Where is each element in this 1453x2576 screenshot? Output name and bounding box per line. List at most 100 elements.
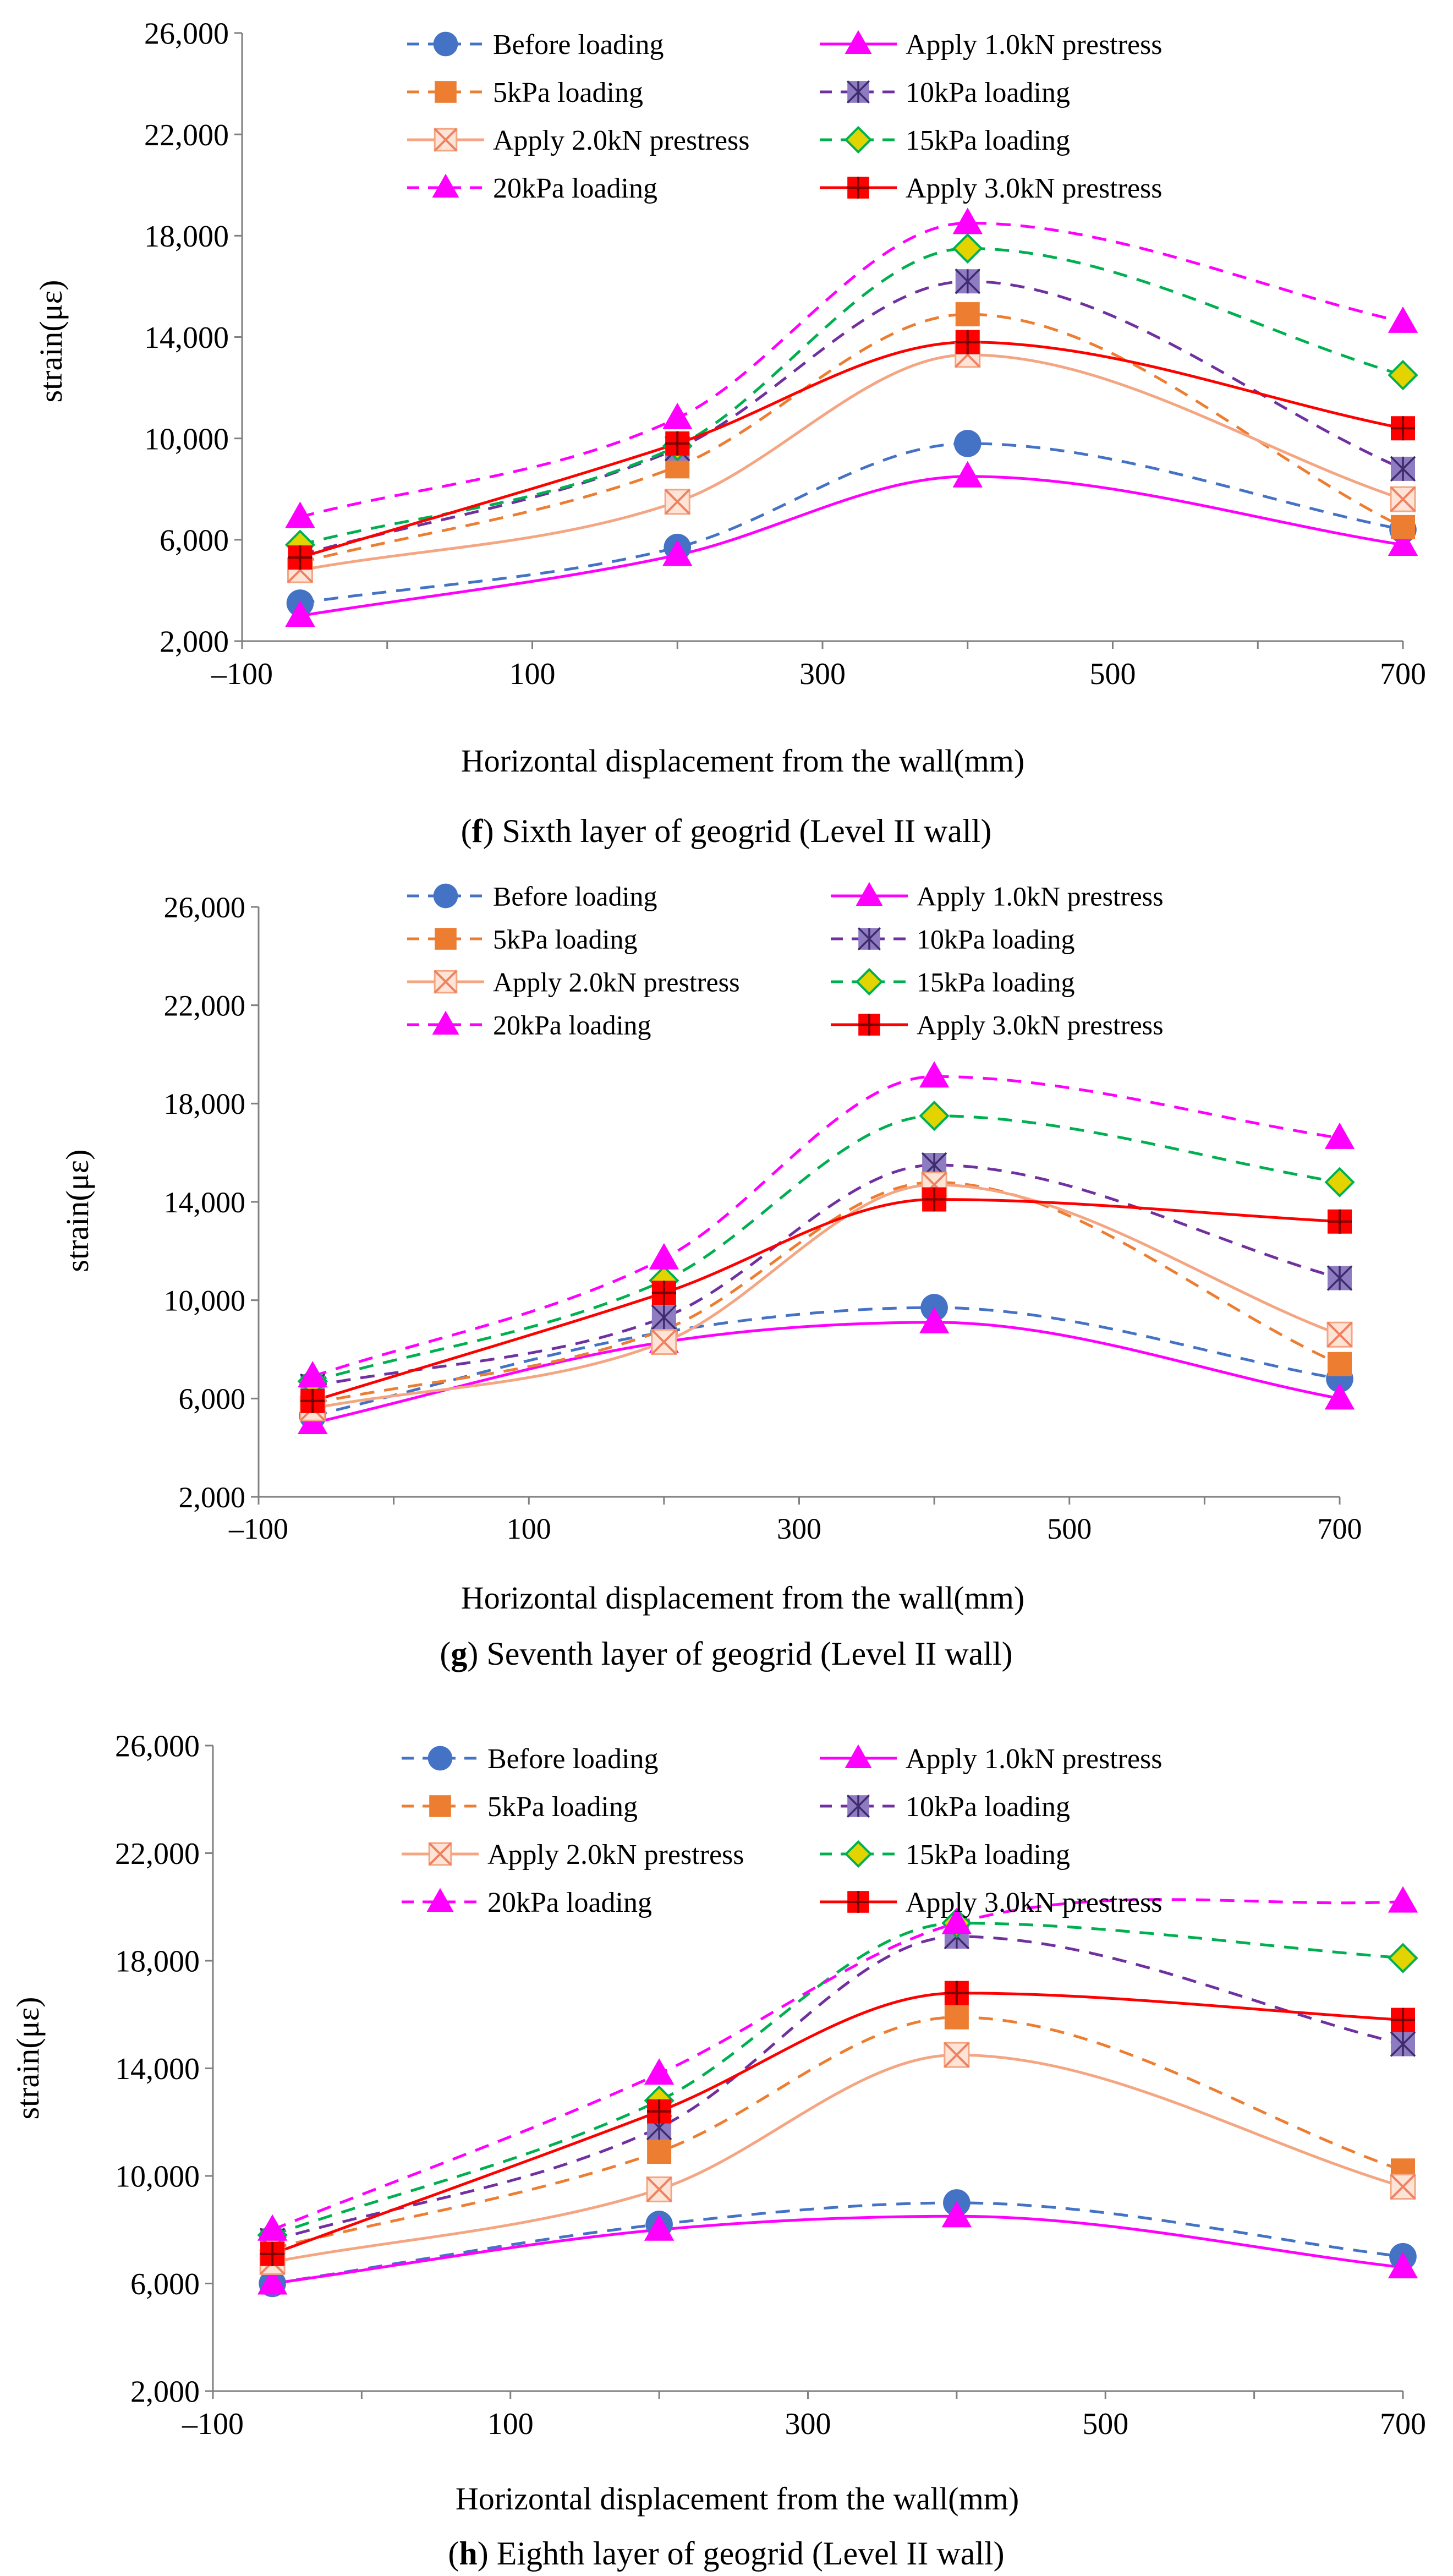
series-line-before — [312, 1306, 1340, 1418]
y-tick-label: 2,000 — [130, 2375, 200, 2409]
data-point-k15 — [1388, 1943, 1418, 1973]
caption-letter: g — [451, 1636, 467, 1672]
y-tick-label: 6,000 — [130, 2267, 200, 2301]
y-tick-label: 18,000 — [115, 1945, 200, 1979]
data-point-p3 — [944, 1981, 969, 2005]
series-line-p1 — [312, 1321, 1340, 1425]
data-point-p2 — [646, 2176, 672, 2202]
data-point-p1 — [285, 600, 315, 627]
data-point-k15 — [952, 233, 983, 264]
x-tick-label: 100 — [507, 1512, 551, 1545]
y-tick-label: 18,000 — [164, 1087, 246, 1120]
legend-marker — [847, 1891, 869, 1913]
x-tick-label: 100 — [509, 657, 556, 691]
legend-marker — [845, 30, 872, 54]
y-tick-label: 18,000 — [144, 220, 229, 254]
data-point-k20 — [1388, 306, 1418, 333]
data-point-k10 — [1390, 2031, 1416, 2057]
y-tick-label: 10,000 — [164, 1284, 246, 1317]
data-point-k10 — [1390, 456, 1416, 482]
caption-text: Sixth layer of geogrid (Level II wall) — [494, 813, 992, 849]
y-tick-label: 6,000 — [179, 1382, 246, 1415]
chart-panel-h: 2,000 6,000 10,000 14,000 18,000 22,000 26,000… — [10, 1730, 1426, 2572]
legend-label: 15kPa loading — [917, 967, 1074, 998]
data-point-k5 — [1328, 1352, 1352, 1376]
plot-area: 2,000 6,000 10,000 14,000 18,000 22,000 26,000… — [164, 881, 1362, 1546]
data-point-p1 — [257, 2268, 288, 2295]
data-point-p3 — [647, 2099, 672, 2124]
legend-label: 5kPa loading — [487, 1791, 638, 1823]
data-point-p1 — [952, 461, 983, 488]
series-line-k20 — [299, 221, 1403, 518]
data-point-p3 — [922, 1187, 947, 1212]
data-point-k15 — [1388, 359, 1418, 391]
data-point-before — [953, 430, 982, 457]
data-point-k20 — [662, 402, 693, 429]
x-tick-label: 300 — [799, 657, 846, 691]
legend-marker — [429, 1795, 451, 1817]
data-point-k20 — [285, 501, 315, 528]
series-line-k5 — [272, 2016, 1403, 2250]
legend-marker — [844, 125, 873, 154]
legend-label: 15kPa loading — [906, 1839, 1070, 1871]
legend-label: Before loading — [493, 29, 664, 61]
y-tick-label: 14,000 — [164, 1186, 246, 1219]
legend-item-p1: Apply 1.0kN prestress — [820, 29, 1163, 61]
legend-label: 20kPa loading — [493, 173, 657, 204]
data-point-k10 — [651, 1304, 677, 1331]
legend-label: 10kPa loading — [917, 924, 1074, 955]
data-point-p2 — [1390, 2174, 1416, 2200]
legend-item-k20: 20kPa loading — [402, 1887, 652, 1918]
series-line-k10 — [299, 280, 1403, 556]
legend-label: Apply 3.0kN prestress — [906, 1887, 1163, 1918]
series-line-k15 — [312, 1114, 1340, 1383]
y-axis-label: strain(με) — [10, 1997, 46, 2120]
caption-letter: h — [459, 2535, 477, 2572]
legend-item-p2: Apply 2.0kN prestress — [407, 967, 740, 998]
x-tick-label: 500 — [1090, 657, 1136, 691]
data-point-k5 — [1391, 515, 1415, 539]
data-point-k10 — [1326, 1265, 1353, 1291]
legend-marker — [856, 882, 883, 906]
x-tick-label: 700 — [1318, 1512, 1362, 1545]
data-point-p1 — [1388, 2252, 1418, 2279]
x-tick-label: 300 — [777, 1512, 821, 1545]
data-point-k20 — [952, 207, 983, 234]
data-point-k15 — [919, 1101, 950, 1131]
y-tick-label: 22,000 — [115, 1837, 200, 1871]
data-point-p3 — [1391, 416, 1415, 441]
series-line-k10 — [272, 1935, 1403, 2242]
data-point-p3 — [665, 431, 690, 456]
figure-caption: (g) Seventh layer of geogrid (Level II w… — [440, 1636, 1012, 1672]
series-line-p1 — [272, 2214, 1403, 2285]
legend-item-p2: Apply 2.0kN prestress — [407, 125, 750, 156]
legend-marker — [427, 1746, 453, 1771]
data-point-k20 — [257, 2214, 288, 2241]
legend-item-k15: 15kPa loading — [820, 1839, 1070, 1871]
series-line-before — [300, 442, 1403, 605]
series-line-p3 — [299, 341, 1403, 559]
series-line-k15 — [299, 247, 1403, 546]
legend-item-p1: Apply 1.0kN prestress — [831, 881, 1164, 912]
data-point-p1 — [1324, 1383, 1355, 1410]
legend-label: 5kPa loading — [493, 77, 643, 108]
legend-marker — [434, 128, 458, 152]
x-tick-label: –100 — [211, 657, 273, 691]
series-line-k15 — [272, 1922, 1403, 2236]
plot-area: 2,000 6,000 10,000 14,000 18,000 22,000 26,000… — [115, 1730, 1426, 2441]
x-tick-label: 700 — [1380, 2407, 1426, 2441]
legend-marker — [846, 1794, 870, 1818]
x-tick-label: –100 — [182, 2407, 244, 2441]
series-line-p3 — [312, 1197, 1340, 1403]
legend-marker — [433, 883, 458, 909]
legend-item-before: Before loading — [402, 1743, 658, 1775]
legend-item-p3: Apply 3.0kN prestress — [820, 1887, 1163, 1918]
legend-label: Apply 2.0kN prestress — [493, 967, 740, 998]
legend-label: Before loading — [487, 1743, 658, 1775]
legend-label: Apply 1.0kN prestress — [906, 29, 1163, 61]
data-point-k5 — [647, 2140, 672, 2164]
y-tick-label: 14,000 — [115, 2052, 200, 2086]
data-point-k20 — [919, 1061, 950, 1088]
data-point-k20 — [941, 1907, 972, 1934]
